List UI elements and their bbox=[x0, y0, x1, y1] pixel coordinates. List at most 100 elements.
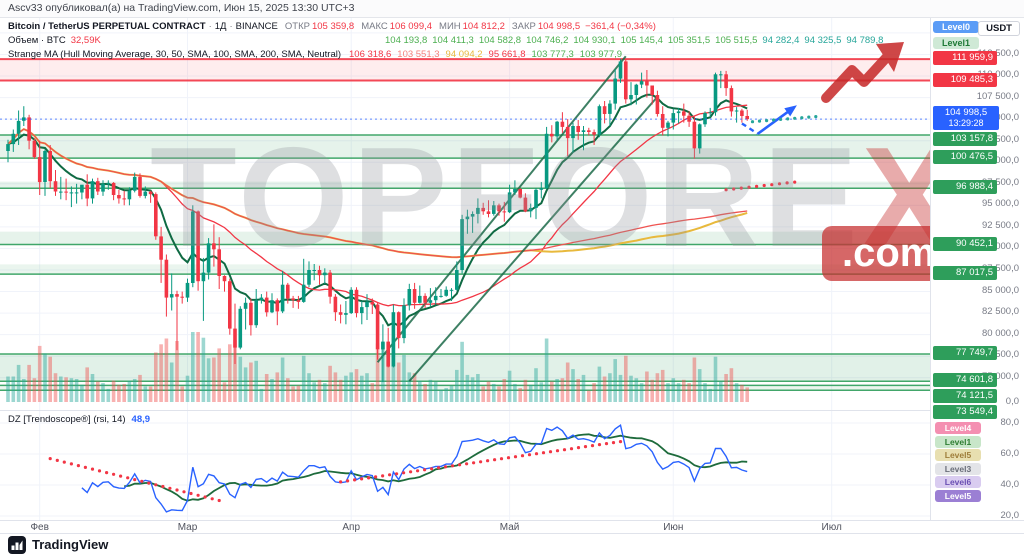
rsi-axis-label: 20,0 bbox=[1000, 510, 1020, 521]
legend-row-volume: Объем · BTC 32,59K 104 193,8 104 411,3 104 … bbox=[8, 35, 883, 49]
time-axis-label: Июн bbox=[663, 522, 684, 533]
rsi-level-badge: Level5 bbox=[935, 449, 981, 461]
price-level-tag[interactable]: 100 476,5 bbox=[933, 150, 997, 165]
change-value: −361,4 (−0,34%) bbox=[585, 21, 656, 32]
topforex-arrow-logo bbox=[821, 42, 904, 103]
price-axis-label: 87 500,0 bbox=[982, 263, 1019, 274]
price-axis-label: 100 000,0 bbox=[976, 155, 1019, 167]
volume-label[interactable]: Объем · BTC bbox=[8, 35, 66, 46]
ma-value: 105 145,4 bbox=[620, 35, 663, 46]
bar-countdown: 13:29:28 bbox=[948, 118, 984, 129]
candles-layer bbox=[6, 58, 749, 383]
levels-layer bbox=[0, 58, 930, 392]
price-axis-label: 90 000,0 bbox=[982, 241, 1019, 253]
time-axis-label: Апр bbox=[342, 522, 361, 533]
legend-row-indicator: Strange MA (Hull Moving Average, 30, 50,… bbox=[8, 49, 656, 63]
pane-divider[interactable] bbox=[0, 410, 1024, 411]
forecast-arrow bbox=[741, 105, 797, 135]
price-axis-label: 97 500,0 bbox=[982, 176, 1019, 188]
rsi-value: 48,9 bbox=[131, 414, 151, 425]
zones-layer bbox=[0, 59, 930, 391]
ma-value: 95 661,8 bbox=[488, 49, 526, 60]
ma-values-row-lower: 106 318,6 103 551,3 94 094,2 95 661,8 103 77… bbox=[349, 49, 628, 60]
legend-row-symbol: Bitcoin / TetherUS PERPETUAL CONTRACT · 1Д… bbox=[8, 21, 656, 35]
price-level-tag[interactable]: 103 157,8 bbox=[933, 132, 997, 147]
rsi-indicator-title[interactable]: DZ [Trendoscope®] (rsi, 14) bbox=[8, 414, 126, 425]
rsi-level-badge: Level4 bbox=[935, 422, 981, 434]
ohlc-value: 104 812,2 bbox=[462, 21, 505, 32]
ohlc-value: 105 359,8 bbox=[311, 21, 355, 32]
time-axis-label: Мар bbox=[177, 522, 198, 533]
price-level-tag[interactable]: 96 988,4 bbox=[933, 180, 997, 195]
price-level-tag[interactable]: 109 485,3 bbox=[933, 72, 997, 87]
rsi-level-badge: Level3 bbox=[935, 462, 981, 475]
ohlc-label: ОТКР bbox=[284, 21, 310, 32]
chart-legend: Bitcoin / TetherUS PERPETUAL CONTRACT · 1Д… bbox=[8, 21, 883, 63]
price-pane-canvas[interactable] bbox=[0, 18, 930, 410]
ma-value: 94 094,2 bbox=[445, 49, 483, 60]
rsi-axis-label: 40,0 bbox=[1000, 479, 1020, 490]
rsi-pane-canvas[interactable] bbox=[0, 410, 930, 520]
ma-value: 104 582,8 bbox=[478, 35, 522, 46]
brand-text[interactable]: TradingView bbox=[32, 537, 109, 552]
time-axis[interactable]: Фев Мар Апр Май Июн Июл bbox=[0, 520, 1024, 534]
publish-info-bar: Ascv33 опубликовал(а) на TradingView.com… bbox=[0, 0, 1024, 18]
price-axis-label: 75 000,0 bbox=[982, 370, 1019, 382]
green-dotted-projection bbox=[750, 115, 818, 124]
price-level-tag[interactable]: 73 549,4 bbox=[933, 405, 997, 420]
ohlc-values: ОТКР 105 359,8 МАКС 106 099,4 МИН 104 812,2 ЗА… bbox=[278, 21, 580, 32]
time-axis-label: Июл bbox=[821, 522, 842, 533]
price-axis-label: 110 000,0 bbox=[977, 69, 1019, 80]
exchange-label: BINANCE bbox=[235, 21, 278, 32]
price-level-tag[interactable]: 111 959,9 bbox=[933, 51, 997, 66]
price-level-tag[interactable]: 87 017,5 bbox=[933, 266, 997, 281]
rsi-divergence-dots bbox=[48, 440, 623, 503]
price-scale-badge: Level1 bbox=[933, 37, 979, 49]
price-level-tag[interactable]: 74 121,5 bbox=[933, 389, 997, 404]
footer-bar: TradingView bbox=[0, 533, 1024, 555]
ohlc-label: МИН bbox=[439, 21, 461, 32]
ma-value: 106 318,6 bbox=[349, 49, 392, 60]
price-axis-label: 77 500,0 bbox=[982, 349, 1019, 361]
ohlc-value: 104 998,5 bbox=[537, 21, 581, 32]
price-scale[interactable]: 75 000,0 77 500,0 80 000,0 82 500,0 85 000,0… bbox=[930, 18, 1024, 521]
ma-value: 94 282,4 bbox=[762, 35, 800, 46]
ma-value: 104 193,8 bbox=[385, 35, 428, 46]
separator-dot: · bbox=[229, 21, 233, 32]
price-axis-label: 82 500,0 bbox=[982, 306, 1019, 318]
price-axis-label: 112 500,0 bbox=[977, 47, 1019, 59]
rsi-axis-label: 80,0 bbox=[1000, 417, 1020, 428]
price-level-tag[interactable]: 90 452,1 bbox=[933, 236, 997, 251]
tradingview-logo[interactable] bbox=[8, 535, 26, 554]
separator-dot: · bbox=[208, 21, 212, 32]
ma-value: 105 515,5 bbox=[715, 35, 758, 46]
ma-value: 105 351,5 bbox=[667, 35, 711, 46]
ma-value: 104 930,1 bbox=[573, 35, 616, 46]
interval-label[interactable]: 1Д bbox=[214, 21, 227, 32]
rsi-trend-line bbox=[124, 433, 748, 502]
ma-value: 103 551,3 bbox=[397, 49, 440, 60]
symbol-title[interactable]: Bitcoin / TetherUS PERPETUAL CONTRACT bbox=[8, 21, 206, 32]
ma-value: 104 746,2 bbox=[526, 35, 569, 46]
price-axis-label: 107 500,0 bbox=[976, 90, 1019, 102]
ohlc-label: МАКС bbox=[361, 21, 388, 32]
indicator-title[interactable]: Strange MA (Hull Moving Average, 30, 50,… bbox=[8, 49, 342, 60]
current-price-tag[interactable]: 104 998,5 13:29:28 bbox=[933, 106, 999, 131]
price-axis-label: 102 500,0 bbox=[976, 133, 1019, 145]
rsi-axis-label: 60,0 bbox=[1000, 448, 1020, 459]
ma-values-row-upper: 104 193,8 104 411,3 104 582,8 104 746,2 104 … bbox=[385, 35, 888, 46]
ma-value: 103 977,9 bbox=[579, 49, 623, 60]
price-axis-label: 95 000,0 bbox=[982, 198, 1019, 210]
rsi-grid-layer bbox=[0, 410, 930, 520]
price-level-tag[interactable]: 77 749,7 bbox=[933, 346, 997, 361]
ohlc-label: ЗАКР bbox=[511, 21, 536, 32]
ma-value: 94 325,5 bbox=[804, 35, 842, 46]
rsi-legend: DZ [Trendoscope®] (rsi, 14) 48,9 bbox=[8, 414, 150, 425]
rsi-level-badge: Level5 bbox=[935, 489, 981, 502]
ma-value: 103 777,3 bbox=[531, 49, 574, 60]
currency-button[interactable]: USDT bbox=[978, 21, 1020, 36]
price-level-tag[interactable]: 74 601,8 bbox=[933, 373, 997, 388]
price-scale-badge: Level0 bbox=[933, 21, 979, 33]
price-axis-label: 92 500,0 bbox=[982, 219, 1019, 231]
price-axis-label: 85 000,0 bbox=[982, 284, 1019, 296]
